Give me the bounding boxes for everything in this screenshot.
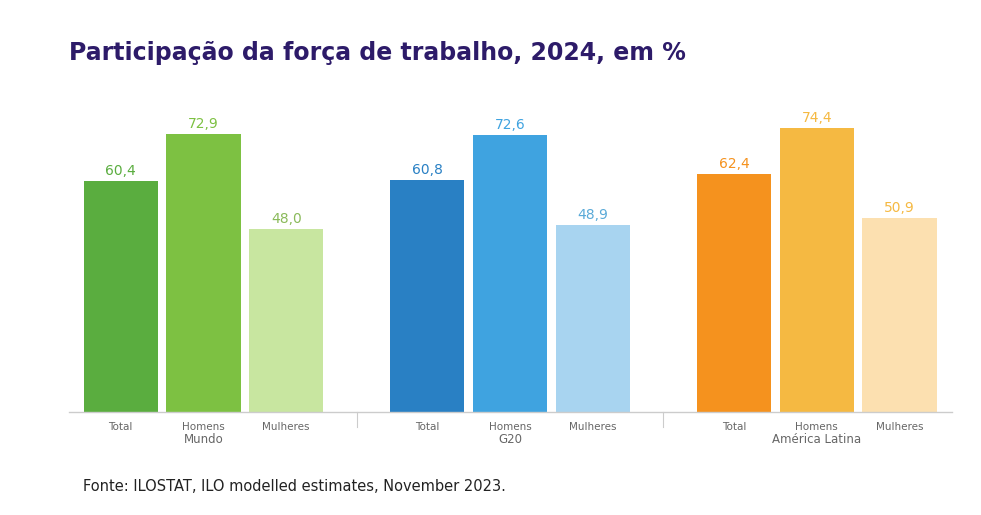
Bar — [473, 135, 547, 412]
Text: 48,0: 48,0 — [271, 212, 301, 226]
Text: 48,9: 48,9 — [578, 208, 608, 222]
Text: 50,9: 50,9 — [884, 201, 915, 215]
Text: Participação da força de trabalho, 2024, em %: Participação da força de trabalho, 2024,… — [69, 41, 686, 65]
Text: 74,4: 74,4 — [801, 111, 832, 125]
Bar — [167, 134, 240, 412]
Text: Total: Total — [415, 422, 439, 432]
Text: G20: G20 — [498, 433, 522, 446]
Bar — [780, 128, 853, 412]
Text: Homens: Homens — [796, 422, 838, 432]
Text: 72,9: 72,9 — [188, 117, 219, 131]
Bar — [862, 218, 937, 412]
Bar — [697, 174, 771, 412]
Text: 60,8: 60,8 — [412, 163, 442, 177]
Text: Mulheres: Mulheres — [263, 422, 310, 432]
Text: Homens: Homens — [489, 422, 532, 432]
Text: Mundo: Mundo — [183, 433, 224, 446]
Text: Mulheres: Mulheres — [876, 422, 923, 432]
Bar — [556, 226, 630, 412]
Text: Total: Total — [722, 422, 747, 432]
Text: 62,4: 62,4 — [719, 157, 749, 171]
Text: 60,4: 60,4 — [105, 164, 136, 178]
Text: 72,6: 72,6 — [494, 118, 526, 132]
Text: Total: Total — [109, 422, 132, 432]
Bar — [83, 181, 158, 412]
Text: Fonte: ILOSTAT, ILO modelled estimates, November 2023.: Fonte: ILOSTAT, ILO modelled estimates, … — [83, 479, 506, 494]
Text: Mulheres: Mulheres — [569, 422, 617, 432]
Bar — [249, 229, 324, 412]
Bar — [390, 180, 464, 412]
Text: Homens: Homens — [182, 422, 225, 432]
Text: América Latina: América Latina — [772, 433, 861, 446]
